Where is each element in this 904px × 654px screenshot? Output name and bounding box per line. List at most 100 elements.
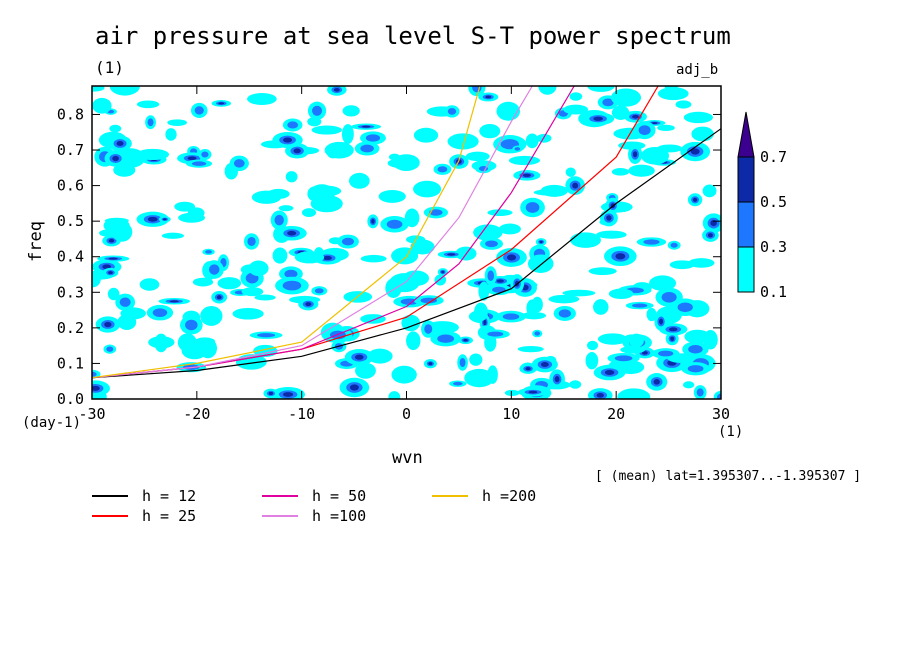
spectrum-blob	[463, 339, 468, 342]
y-tick-label: 0.3	[57, 283, 84, 301]
spectrum-blob	[136, 100, 160, 109]
y-tick-label: 0.0	[57, 390, 84, 408]
spectrum-blob	[108, 271, 113, 275]
spectrum-blob	[447, 133, 479, 150]
y-tick-label: 0.4	[57, 248, 84, 266]
spectrum-blob	[658, 350, 674, 357]
spectrum-blob	[692, 197, 698, 202]
spectrum-blob	[554, 376, 560, 383]
spectrum-blob	[453, 381, 463, 386]
spectrum-blob	[342, 105, 360, 117]
spectrum-blob	[112, 155, 119, 162]
power-spectrum-field	[92, 86, 721, 399]
spectrum-blob	[487, 209, 513, 216]
spectrum-blob	[565, 167, 576, 177]
spectrum-blob	[696, 388, 704, 397]
legend-label: h =100	[312, 507, 367, 525]
spectrum-blob	[569, 380, 582, 389]
spectrum-blob	[441, 270, 445, 274]
spectrum-blob	[109, 124, 122, 133]
spectrum-blob	[514, 147, 521, 151]
spectrum-blob	[360, 314, 386, 324]
spectrum-blob	[92, 86, 105, 92]
spectrum-blob	[191, 161, 207, 166]
spectrum-blob	[177, 333, 197, 352]
x-tick-label: 20	[607, 405, 625, 423]
spectrum-blob	[670, 242, 678, 248]
spectrum-blob	[108, 238, 115, 243]
spectrum-blob	[278, 205, 294, 212]
spectrum-blob	[388, 391, 401, 399]
spectrum-blob	[267, 188, 290, 199]
spectrum-blob	[572, 182, 579, 189]
spectrum-blob	[294, 251, 325, 264]
spectrum-blob	[472, 86, 482, 93]
spectrum-blob	[588, 267, 617, 276]
spectrum-blob	[216, 295, 222, 300]
spectrum-blob	[683, 381, 695, 389]
spectrum-blob	[447, 107, 457, 115]
spectrum-blob	[563, 104, 589, 115]
spectrum-blob	[428, 362, 433, 366]
spectrum-blob	[254, 294, 276, 301]
spectrum-blob	[496, 101, 521, 121]
spectrum-blob	[194, 106, 204, 115]
spectrum-blob	[349, 384, 359, 391]
spectrum-blob	[200, 306, 223, 326]
spectrum-blob	[614, 355, 633, 362]
spectrum-blob	[539, 240, 543, 244]
spectrum-blob	[307, 116, 322, 127]
spectrum-blob	[361, 125, 371, 128]
spectrum-blob	[506, 254, 517, 261]
spectrum-blob	[659, 318, 664, 325]
legend-line	[92, 515, 128, 517]
spectrum-blob	[328, 237, 342, 245]
spectrum-blob	[285, 171, 298, 183]
spectrum-blob	[526, 299, 538, 317]
spectrum-blob	[312, 105, 323, 116]
spectrum-blob	[504, 389, 520, 396]
spectrum-blob	[478, 281, 490, 301]
spectrum-blob	[305, 302, 312, 307]
spectrum-blob	[628, 164, 655, 177]
x-tick-label: -30	[78, 405, 105, 423]
legend-line	[262, 515, 298, 517]
spectrum-blob	[548, 294, 580, 304]
curve-25	[92, 86, 659, 379]
spectrum-blob	[615, 253, 626, 260]
spectrum-blob	[424, 324, 433, 334]
spectrum-blob	[525, 202, 540, 213]
spectrum-blob	[498, 223, 521, 235]
legend-item-h200: h =200	[432, 487, 536, 505]
spectrum-blob	[492, 286, 506, 293]
spectrum-blob	[569, 92, 583, 101]
y-tick-label: 0.5	[57, 212, 84, 230]
spectrum-blob	[92, 97, 112, 114]
spectrum-blob	[487, 270, 495, 281]
legend-item-h12: h = 12	[92, 487, 196, 505]
spectrum-blob	[661, 292, 677, 303]
spectrum-blob	[348, 172, 370, 189]
spectrum-blob	[643, 239, 660, 245]
spectrum-blob	[301, 208, 317, 217]
spectrum-blob	[570, 232, 601, 248]
spectrum-blob	[147, 118, 154, 127]
spectrum-blob	[632, 151, 638, 158]
spectrum-blob	[268, 391, 274, 395]
chart-tag: adj_b	[676, 62, 719, 78]
spectrum-blob	[287, 230, 297, 236]
spectrum-blob	[502, 313, 520, 320]
spectrum-blob	[324, 141, 354, 159]
spectrum-blob	[473, 224, 503, 241]
spectrum-blob	[111, 222, 133, 242]
y-axis-unit: (day-1)	[22, 415, 82, 431]
spectrum-blob	[496, 279, 504, 283]
spectrum-blob	[670, 336, 675, 341]
spectrum-blob	[117, 314, 137, 330]
spectrum-blob	[479, 124, 501, 139]
legend-item-h25: h = 25	[92, 507, 196, 525]
spectrum-blob	[691, 126, 714, 142]
spectrum-blob	[687, 365, 704, 373]
spectrum-blob	[707, 233, 713, 238]
